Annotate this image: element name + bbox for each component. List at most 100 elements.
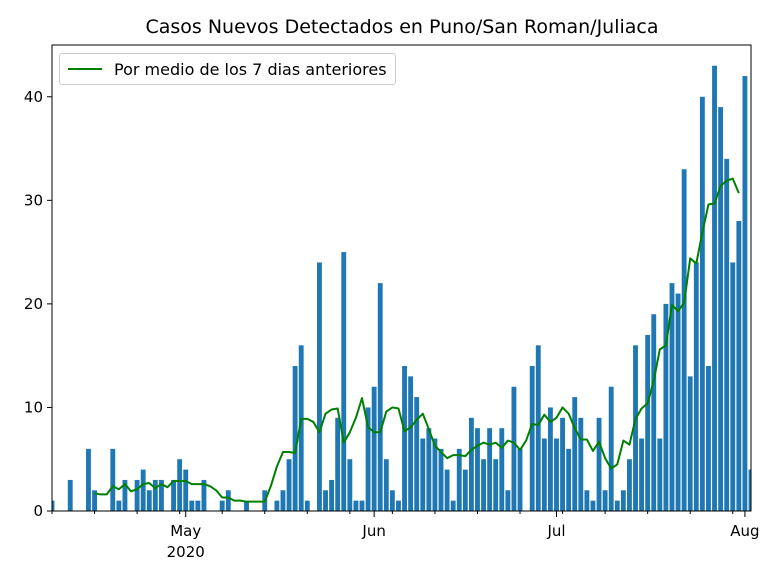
bar: [86, 448, 91, 511]
bar: [219, 500, 225, 511]
bar: [146, 490, 152, 511]
bar: [554, 438, 559, 511]
bar: [158, 479, 164, 511]
bar: [292, 366, 298, 511]
bar: [651, 314, 657, 511]
bar: [225, 490, 231, 511]
bar: [304, 500, 310, 511]
bar: [359, 500, 365, 511]
bar: [572, 397, 578, 511]
bar: [244, 500, 249, 511]
bar: [675, 293, 681, 511]
bar: [669, 283, 675, 511]
bar: [171, 479, 176, 511]
bar: [718, 107, 724, 511]
bar: [438, 448, 444, 511]
bar: [620, 490, 626, 511]
bar: [639, 438, 645, 511]
bar: [329, 479, 335, 511]
bar: [67, 479, 73, 511]
x-tick-label: Jun: [361, 522, 385, 540]
bar: [706, 366, 711, 511]
bar: [493, 459, 499, 511]
bar: [335, 417, 341, 511]
bar: [584, 490, 590, 511]
x-tick-label: Jul: [546, 522, 565, 540]
bar: [535, 345, 541, 511]
y-tick-label: 10: [24, 398, 43, 416]
bar: [152, 479, 158, 511]
legend-label: Por medio de los 7 dias anteriores: [114, 59, 387, 79]
bar: [323, 490, 328, 511]
bar: [511, 386, 517, 511]
bar: [389, 490, 395, 511]
bar: [383, 459, 389, 511]
bar: [724, 158, 730, 511]
bar: [468, 417, 474, 511]
chart-title: Casos Nuevos Detectados en Puno/San Roma…: [145, 16, 659, 38]
bar: [195, 500, 201, 511]
bar: [92, 490, 97, 511]
bar: [602, 490, 608, 511]
bar: [341, 252, 347, 511]
y-tick-label: 20: [24, 295, 43, 313]
bar: [134, 479, 140, 511]
bar: [736, 221, 742, 512]
bar: [280, 490, 286, 511]
bar: [456, 448, 462, 511]
bar: [541, 438, 547, 511]
x-tick-sublabel: 2020: [167, 543, 205, 561]
bar: [529, 366, 535, 511]
x-tick-label: May: [170, 522, 201, 540]
bar: [353, 500, 359, 511]
bar: [274, 500, 280, 511]
bar: [110, 448, 116, 511]
bar: [578, 417, 584, 511]
bar: [462, 469, 468, 511]
bar: [608, 386, 614, 511]
x-tick-label: Aug: [730, 522, 759, 540]
bar: [645, 334, 651, 511]
bar: [396, 500, 401, 511]
bar: [663, 303, 669, 511]
bar: [52, 500, 55, 511]
bar: [547, 407, 553, 511]
bar: [566, 448, 572, 511]
bar: [122, 479, 128, 511]
bar: [426, 428, 432, 511]
bar: [699, 96, 705, 512]
y-tick-label: 40: [24, 88, 43, 106]
bar: [420, 438, 426, 511]
bar: [365, 407, 371, 511]
plot-frame: [51, 44, 752, 512]
legend-line-swatch: [68, 68, 102, 70]
bar: [742, 76, 748, 512]
bar: [590, 500, 596, 511]
bar: [377, 283, 383, 511]
bar: [560, 417, 566, 511]
moving-average-line: [94, 177, 740, 503]
bar: [627, 459, 632, 511]
bar: [298, 345, 304, 511]
bar: [201, 479, 207, 511]
bar: [596, 417, 602, 511]
bar: [432, 438, 438, 511]
bar: [748, 469, 751, 511]
bar: [693, 262, 699, 511]
bar: [517, 448, 523, 511]
bar: [633, 345, 638, 511]
y-tick-label: 0: [33, 502, 43, 520]
bar: [444, 469, 450, 511]
bar: [371, 386, 377, 511]
bar: [730, 262, 736, 511]
bar: [487, 428, 493, 511]
bar: [505, 490, 511, 511]
bar: [408, 376, 414, 511]
bar: [687, 376, 693, 511]
bar: [402, 366, 407, 511]
bar: [317, 262, 322, 511]
bar: [140, 469, 146, 511]
legend: Por medio de los 7 dias anteriores: [59, 53, 396, 85]
